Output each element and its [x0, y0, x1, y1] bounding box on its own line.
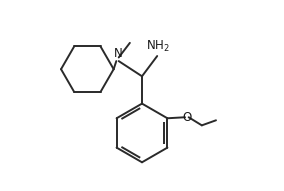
- Text: N: N: [114, 47, 123, 60]
- Text: NH$_2$: NH$_2$: [146, 39, 170, 54]
- Text: O: O: [182, 111, 191, 124]
